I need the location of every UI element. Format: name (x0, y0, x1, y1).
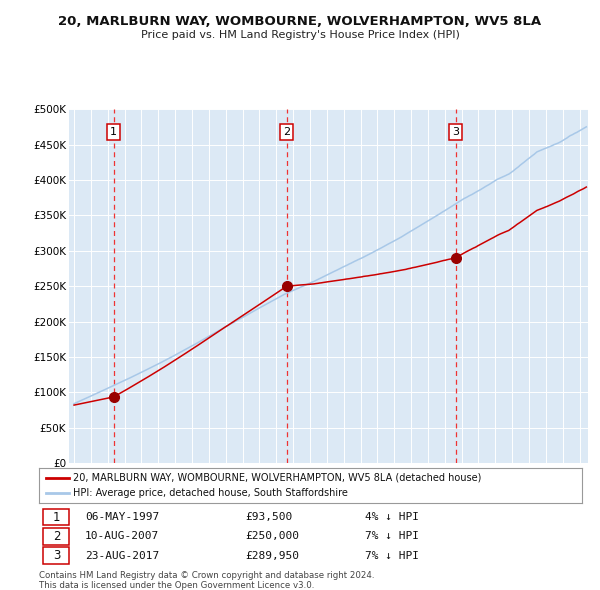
Text: 7% ↓ HPI: 7% ↓ HPI (365, 550, 419, 560)
Text: £289,950: £289,950 (245, 550, 299, 560)
FancyBboxPatch shape (43, 528, 70, 545)
Text: Contains HM Land Registry data © Crown copyright and database right 2024.: Contains HM Land Registry data © Crown c… (39, 571, 374, 579)
Text: Price paid vs. HM Land Registry's House Price Index (HPI): Price paid vs. HM Land Registry's House … (140, 30, 460, 40)
Text: 3: 3 (53, 549, 60, 562)
Text: 3: 3 (452, 127, 459, 137)
FancyBboxPatch shape (43, 547, 70, 564)
Text: £250,000: £250,000 (245, 532, 299, 541)
Text: 7% ↓ HPI: 7% ↓ HPI (365, 532, 419, 541)
Text: 2: 2 (53, 530, 60, 543)
Text: This data is licensed under the Open Government Licence v3.0.: This data is licensed under the Open Gov… (39, 581, 314, 589)
Text: 23-AUG-2017: 23-AUG-2017 (85, 550, 160, 560)
Text: £93,500: £93,500 (245, 512, 293, 522)
Text: 4% ↓ HPI: 4% ↓ HPI (365, 512, 419, 522)
Text: 1: 1 (110, 127, 117, 137)
Text: 2: 2 (283, 127, 290, 137)
Text: HPI: Average price, detached house, South Staffordshire: HPI: Average price, detached house, Sout… (73, 489, 347, 499)
FancyBboxPatch shape (43, 509, 70, 526)
Text: 06-MAY-1997: 06-MAY-1997 (85, 512, 160, 522)
Text: 20, MARLBURN WAY, WOMBOURNE, WOLVERHAMPTON, WV5 8LA (detached house): 20, MARLBURN WAY, WOMBOURNE, WOLVERHAMPT… (73, 473, 481, 483)
Text: 20, MARLBURN WAY, WOMBOURNE, WOLVERHAMPTON, WV5 8LA: 20, MARLBURN WAY, WOMBOURNE, WOLVERHAMPT… (58, 15, 542, 28)
Text: 10-AUG-2007: 10-AUG-2007 (85, 532, 160, 541)
Text: 1: 1 (53, 510, 60, 523)
